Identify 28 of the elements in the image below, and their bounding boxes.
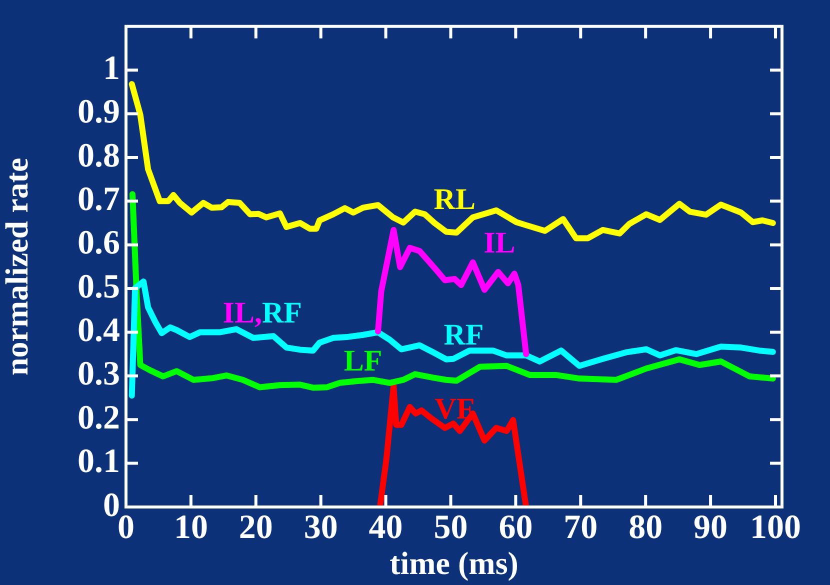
- x-tick-label: 40: [368, 509, 403, 546]
- y-tick-label: 0.3: [78, 356, 120, 393]
- x-tick-label: 70: [564, 509, 598, 546]
- x-tick-label: 90: [694, 509, 728, 546]
- y-tick-label: 0.4: [78, 312, 120, 350]
- y-tick-label: 0.8: [78, 137, 120, 174]
- y-tick-label: 0.9: [78, 94, 120, 131]
- annotation: IL,RF: [222, 296, 302, 330]
- series-label: VF: [434, 392, 475, 426]
- y-tick-label: 0.7: [78, 180, 120, 218]
- x-tick-label: 60: [498, 509, 533, 546]
- y-tick-label: 1: [103, 50, 120, 87]
- y-tick-label: 0.5: [78, 268, 120, 306]
- x-tick-label: 20: [238, 509, 273, 546]
- y-tick-label: 0.2: [78, 399, 120, 436]
- y-axis-title: normalized rate: [0, 158, 34, 376]
- x-tick-label: 10: [174, 509, 208, 546]
- x-axis-title: time (ms): [390, 545, 518, 582]
- series-label: RL: [434, 182, 476, 216]
- series-label: LF: [344, 344, 382, 378]
- y-tick-label: 0.1: [78, 443, 120, 480]
- x-tick-label: 80: [628, 509, 663, 546]
- series-label: RF: [444, 318, 484, 352]
- x-tick-label: 50: [434, 509, 468, 546]
- x-tick-label: 100: [750, 509, 802, 546]
- series-label: IL: [484, 226, 516, 260]
- x-tick-label: 30: [304, 509, 338, 546]
- y-tick-label: 0.6: [78, 224, 120, 262]
